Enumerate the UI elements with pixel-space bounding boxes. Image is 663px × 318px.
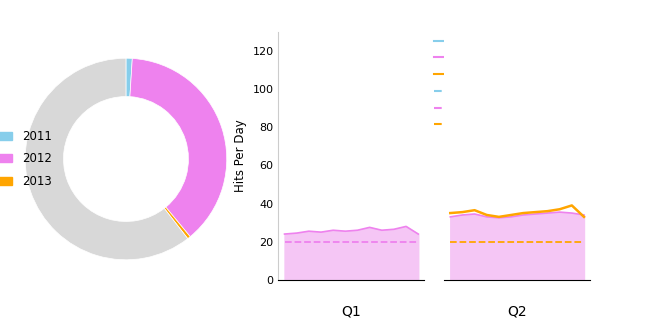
Text: Q1: Q1 <box>341 305 361 318</box>
Wedge shape <box>164 207 190 238</box>
Legend: 2011, 2012, 2013, 2011 Target, 2012 Target, 2013 Target: 2011, 2012, 2013, 2011 Target, 2012 Targ… <box>430 32 527 134</box>
Legend: 2011, 2012, 2013: 2011, 2012, 2013 <box>0 125 56 193</box>
Wedge shape <box>126 58 133 97</box>
Wedge shape <box>130 59 227 237</box>
Text: Q2: Q2 <box>507 305 527 318</box>
Wedge shape <box>25 58 188 260</box>
Y-axis label: Hits Per Day: Hits Per Day <box>234 120 247 192</box>
